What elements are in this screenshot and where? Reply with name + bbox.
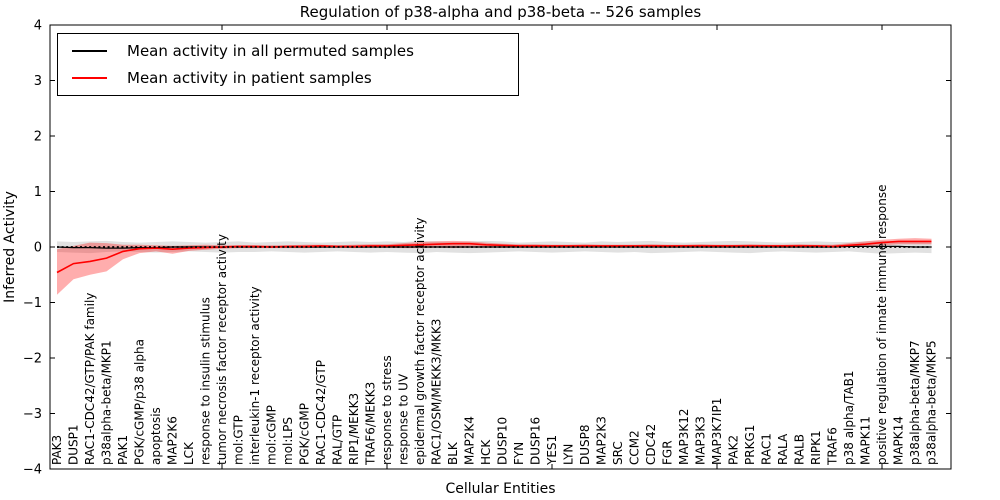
x-tick-label: LYN <box>562 444 576 465</box>
x-tick-label: TRAF6/MEKK3 <box>364 382 378 466</box>
x-tick-label: response to stress <box>380 355 394 465</box>
x-tick-label: mol:GTP <box>232 415 246 465</box>
x-tick-label: PAK3 <box>50 435 64 465</box>
x-tick-label: DUSP1 <box>67 424 81 465</box>
x-tick-label: p38alpha-beta/MKP7 <box>908 340 922 465</box>
legend-line-patient-icon <box>72 76 107 79</box>
x-tick-label: PRKG1 <box>743 425 757 465</box>
y-tick-label: −2 <box>23 352 42 367</box>
x-tick-label: RIP1/MEKK3 <box>347 393 361 465</box>
x-tick-label: LCK <box>182 441 196 465</box>
x-tick-label: MAPK11 <box>859 416 873 465</box>
x-tick-label: FYN <box>512 442 526 465</box>
x-tick-label: mol:LPS <box>281 417 295 465</box>
patient-band <box>57 238 932 295</box>
x-tick-label: DUSP10 <box>496 417 510 465</box>
x-tick-label: MAPK14 <box>892 416 906 465</box>
x-tick-label: response to insulin stimulus <box>199 297 213 465</box>
x-tick-label: PAK1 <box>116 435 130 465</box>
x-tick-label: RAL/GTP <box>331 415 345 465</box>
x-tick-label: positive regulation of innate immune res… <box>875 185 889 465</box>
y-tick-label: 4 <box>34 19 42 34</box>
x-axis-label: Cellular Entities <box>445 481 556 497</box>
x-tick-label: TRAF6 <box>826 427 840 466</box>
x-tick-label: MAP3K7IP1 <box>710 398 724 465</box>
x-tick-label: CDC42 <box>644 424 658 465</box>
x-tick-label: SRC <box>611 441 625 465</box>
chart-title: Regulation of p38-alpha and p38-beta -- … <box>299 3 702 21</box>
legend-label-permuted: Mean activity in all permuted samples <box>127 42 414 61</box>
legend: Mean activity in all permuted samples Me… <box>57 33 519 96</box>
x-tick-label: RAC1-CDC42/GTP/PAK family <box>83 293 97 465</box>
y-tick-label: 0 <box>34 241 42 256</box>
x-tick-label: MAP3K3 <box>694 416 708 465</box>
y-tick-label: −4 <box>23 463 42 478</box>
x-tick-label: FGR <box>661 440 675 465</box>
x-tick-label: MAP2K3 <box>595 416 609 465</box>
x-tick-label: RAC1/OSM/MEKK3/MKK3 <box>430 319 444 465</box>
x-tick-label: RIPK1 <box>809 430 823 465</box>
x-tick-label: MAP3K12 <box>677 408 691 465</box>
legend-label-patient: Mean activity in patient samples <box>127 68 372 87</box>
x-tick-label: HCK <box>479 439 493 465</box>
x-tick-label: DUSP16 <box>529 417 543 465</box>
x-tick-label: p38alpha-beta/MKP5 <box>925 340 939 465</box>
x-tick-label: RAC1-CDC42/GTP <box>314 360 328 465</box>
x-tick-label: BLK <box>446 441 460 465</box>
x-tick-label: MAP2K4 <box>463 416 477 465</box>
y-tick-label: 2 <box>34 130 42 145</box>
x-tick-label: tumor necrosis factor receptor activity <box>215 234 229 465</box>
x-tick-label: MAP2K6 <box>166 416 180 465</box>
x-tick-label: response to UV <box>397 373 411 465</box>
x-tick-label: PAK2 <box>727 435 741 465</box>
x-tick-label: PGK/cGMP <box>298 403 312 465</box>
legend-line-permuted-icon <box>72 50 107 53</box>
x-tick-label: RALB <box>793 434 807 465</box>
y-axis-label: Inferred Activity <box>2 191 18 303</box>
x-tick-label: apoptosis <box>149 407 163 465</box>
y-tick-label: −1 <box>23 296 42 311</box>
x-tick-label: CCM2 <box>628 430 642 465</box>
x-tick-label: mol:cGMP <box>265 405 279 465</box>
x-tick-label: RALA <box>776 433 790 465</box>
y-tick-label: −3 <box>23 407 42 422</box>
x-tick-label: PGK/cGMP/p38 alpha <box>133 339 147 465</box>
y-tick-label: 3 <box>34 74 42 89</box>
x-tick-label: interleukin-1 receptor activity <box>248 286 262 465</box>
patient-line <box>56 240 932 274</box>
x-tick-label: YES1 <box>545 435 559 466</box>
y-tick-label: 1 <box>34 185 42 200</box>
x-tick-label: p38 alpha/TAB1 <box>842 371 856 465</box>
x-tick-label: p38alpha-beta/MKP1 <box>100 340 114 465</box>
x-tick-label: DUSP8 <box>578 424 592 465</box>
x-tick-label: RAC1 <box>760 433 774 465</box>
legend-entry-patient: Mean activity in patient samples <box>72 69 518 87</box>
legend-entry-permuted: Mean activity in all permuted samples <box>72 42 518 60</box>
x-tick-label: epidermal growth factor receptor activit… <box>413 218 427 465</box>
